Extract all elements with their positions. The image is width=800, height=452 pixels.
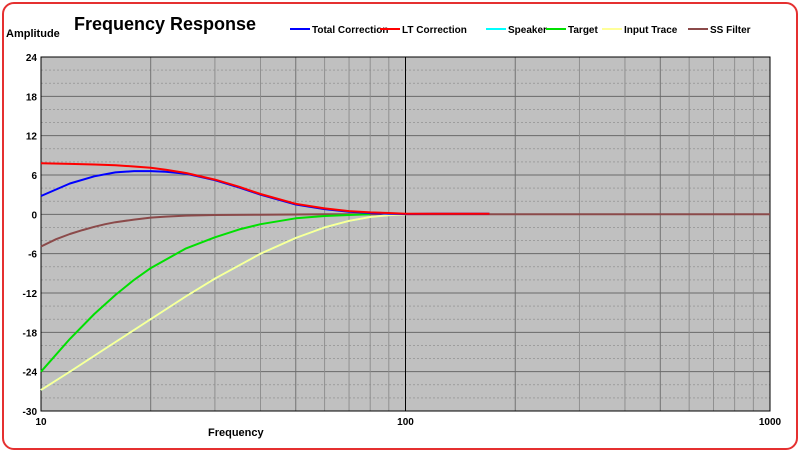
legend-label-input-trace: Input Trace — [624, 25, 678, 36]
legend-label-target: Target — [568, 25, 598, 36]
legend-label-ss-filter: SS Filter — [710, 25, 751, 36]
y-tick-label: -12 — [23, 289, 38, 300]
y-tick-label: 18 — [26, 92, 38, 103]
series-line-lt-correction — [40, 162, 490, 215]
y-tick-label: -6 — [28, 250, 37, 261]
y-tick-label: -24 — [23, 368, 38, 379]
x-axis-label: Frequency — [208, 427, 265, 439]
series-line-input-trace — [40, 213, 406, 391]
y-tick-label: 24 — [26, 53, 38, 64]
y-tick-label: -30 — [23, 407, 38, 418]
y-axis-label: Amplitude — [6, 28, 60, 40]
y-tick-label: 12 — [26, 132, 38, 143]
chart-title: Frequency Response — [74, 14, 256, 34]
y-tick-label: -18 — [23, 328, 38, 339]
x-tick-label: 1000 — [759, 417, 782, 428]
series-line-target — [40, 213, 371, 373]
x-tick-label: 10 — [35, 417, 47, 428]
plot-border — [40, 56, 771, 412]
legend-label-total-correction: Total Correction — [312, 25, 388, 36]
y-tick-label: 0 — [31, 210, 37, 221]
legend-label-speaker: Speaker — [508, 25, 547, 36]
x-tick-label: 100 — [397, 417, 414, 428]
legend: Total Correction LT Correction Speaker Targ… — [290, 25, 751, 36]
y-tick-label: 6 — [31, 171, 37, 182]
legend-label-lt-correction: LT Correction — [402, 25, 467, 36]
